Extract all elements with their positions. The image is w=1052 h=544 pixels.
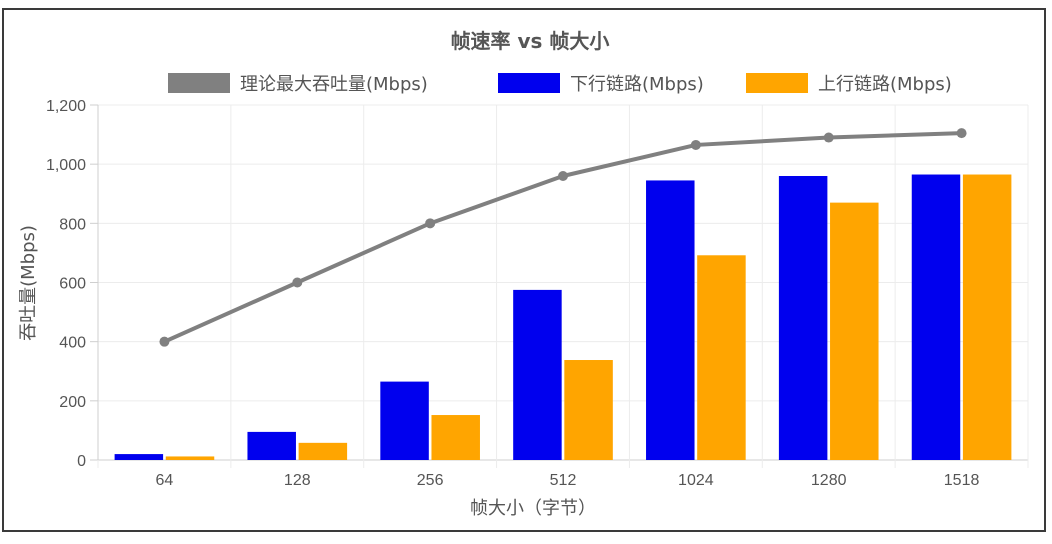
x-tick-label: 1518 bbox=[944, 472, 980, 489]
y-tick-label: 400 bbox=[59, 335, 86, 352]
x-tick-label: 1280 bbox=[811, 472, 847, 489]
theoretical-max-point bbox=[292, 277, 303, 288]
y-tick-label: 600 bbox=[59, 276, 86, 293]
x-tick-label: 256 bbox=[417, 472, 444, 489]
legend-swatch bbox=[746, 73, 808, 93]
y-tick-label: 1,000 bbox=[46, 157, 86, 174]
bar-uplink bbox=[298, 442, 348, 460]
theoretical-max-point bbox=[558, 171, 568, 181]
y-tick-label: 200 bbox=[59, 394, 86, 411]
bar-downlink bbox=[513, 289, 562, 460]
bar-downlink bbox=[646, 180, 695, 460]
y-tick-label: 1,200 bbox=[46, 98, 86, 115]
theoretical-max-point bbox=[425, 218, 436, 229]
x-axis-label: 帧大小（字节） bbox=[470, 498, 596, 519]
bar-uplink bbox=[962, 174, 1012, 461]
theoretical-max-point bbox=[159, 336, 170, 347]
legend: 理论最大吞吐量(Mbps) 下行链路(Mbps) 上行链路(Mbps) bbox=[168, 73, 952, 95]
theoretical-max-point bbox=[690, 139, 701, 150]
x-tick-label: 64 bbox=[156, 472, 174, 489]
line-series bbox=[159, 128, 967, 347]
x-axis-ticks: 64 128 256 512 1024 1280 1518 bbox=[156, 472, 980, 489]
bar-uplink bbox=[564, 360, 613, 460]
y-axis-ticks: 0 200 400 600 800 1,000 1,200 bbox=[46, 98, 86, 470]
x-tick-label: 1024 bbox=[678, 472, 714, 489]
bar-downlink bbox=[778, 176, 828, 460]
x-tick-label: 128 bbox=[284, 472, 311, 489]
bar-uplink bbox=[431, 415, 480, 460]
chart-title: 帧速率 vs 帧大小 bbox=[451, 29, 610, 53]
y-tick-label: 800 bbox=[59, 216, 86, 233]
legend-swatch bbox=[168, 73, 230, 93]
theoretical-max-point bbox=[823, 132, 834, 143]
bar-uplink bbox=[165, 456, 215, 460]
bar-uplink bbox=[830, 202, 879, 460]
bars bbox=[114, 174, 1012, 461]
bar-downlink bbox=[247, 431, 296, 460]
legend-swatch bbox=[498, 73, 560, 93]
bar-downlink bbox=[911, 174, 961, 461]
legend-label: 上行链路(Mbps) bbox=[818, 74, 952, 95]
y-tick-label: 0 bbox=[77, 453, 86, 470]
theoretical-max-point bbox=[956, 128, 967, 139]
bar-uplink bbox=[697, 255, 746, 460]
legend-label: 下行链路(Mbps) bbox=[570, 74, 704, 95]
bar-downlink bbox=[380, 381, 429, 460]
x-tick-label: 512 bbox=[550, 472, 577, 489]
legend-label: 理论最大吞吐量(Mbps) bbox=[240, 74, 428, 95]
bar-downlink bbox=[114, 454, 164, 460]
y-axis-label: 吞吐量(Mbps) bbox=[18, 225, 39, 341]
